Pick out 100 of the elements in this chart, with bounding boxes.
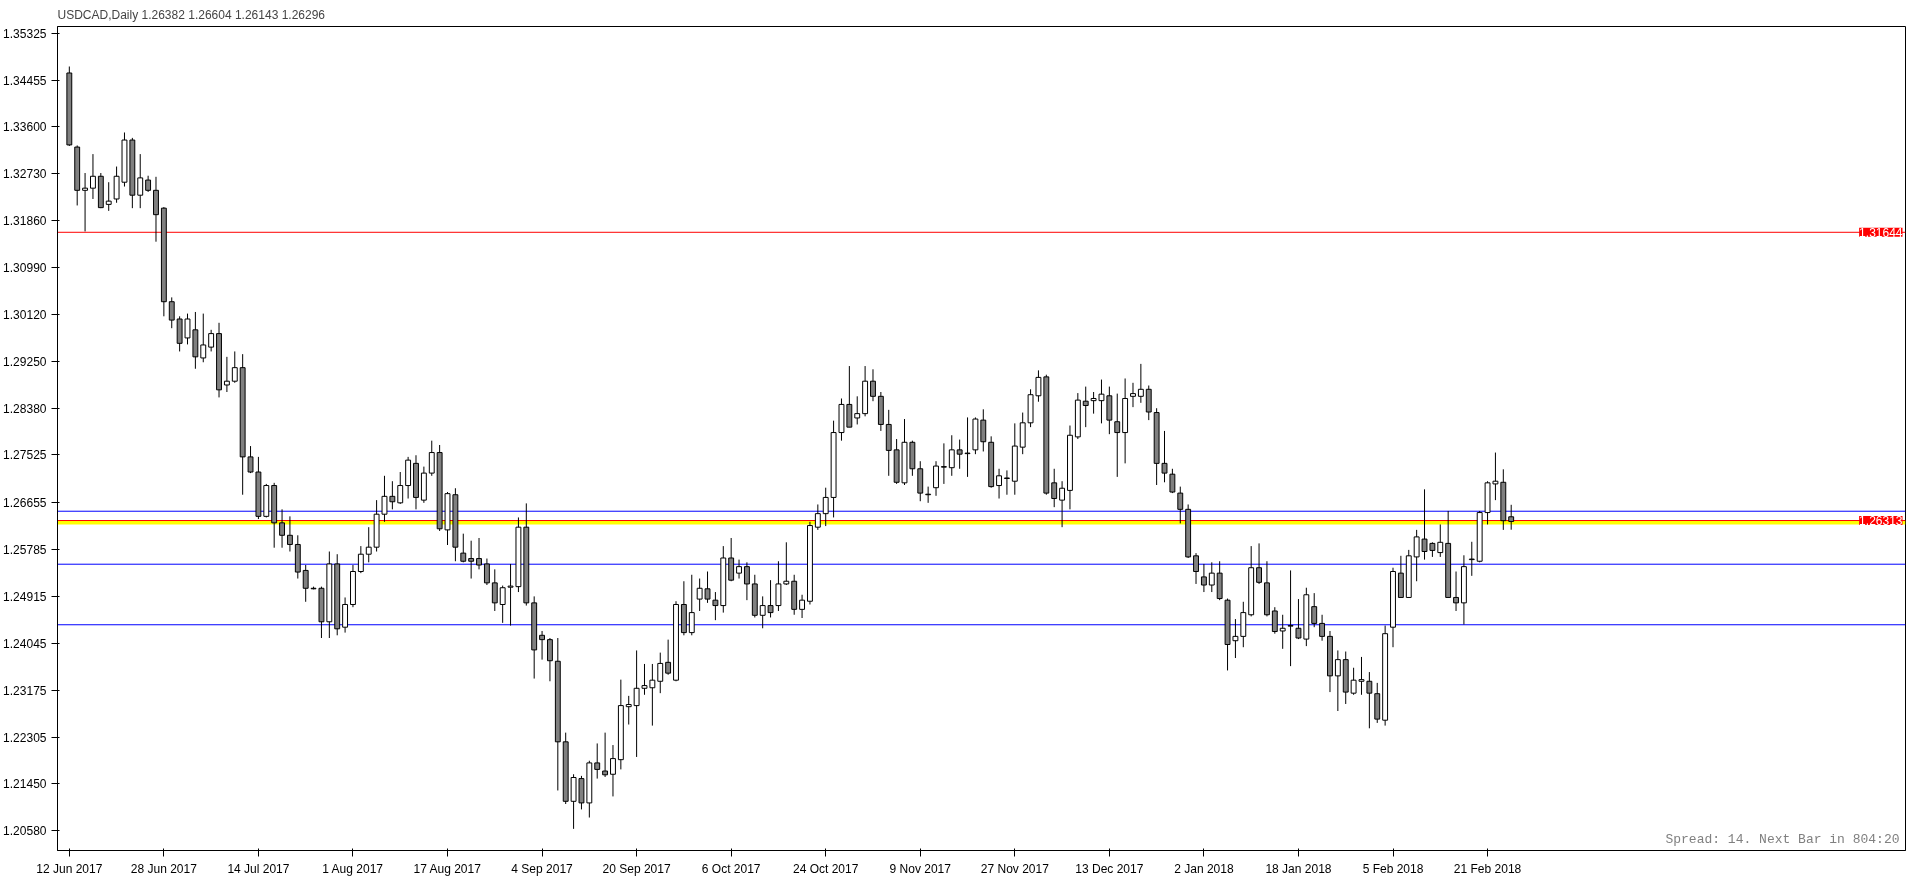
candlestick <box>1256 542 1262 585</box>
candlestick <box>728 537 735 582</box>
candlestick <box>499 585 506 624</box>
y-tick-label: 1.34455 <box>3 73 47 88</box>
x-tick-label: 20 Sep 2017 <box>602 861 671 876</box>
y-tick-label: 1.24915 <box>3 589 47 604</box>
candlestick <box>594 742 601 780</box>
candlestick <box>854 395 861 425</box>
y-tick-label: 1.20580 <box>3 823 47 838</box>
y-tick-label: 1.30990 <box>3 261 47 276</box>
candlestick <box>948 434 955 477</box>
candlestick <box>625 695 632 726</box>
candlestick <box>1453 571 1459 612</box>
candlestick <box>231 350 238 384</box>
candlestick <box>1051 468 1058 508</box>
candlestick <box>476 537 482 570</box>
candlestick <box>1200 563 1207 593</box>
candlestick <box>539 630 546 661</box>
candlestick <box>428 440 435 477</box>
x-tick-label: 21 Feb 2018 <box>1453 861 1522 876</box>
candlestick <box>1208 561 1215 593</box>
y-tick-label: 1.26655 <box>3 495 47 510</box>
x-tick-label: 13 Dec 2017 <box>1075 861 1144 876</box>
x-tick-label: 2 Jan 2018 <box>1174 861 1234 876</box>
candlestick <box>342 596 349 634</box>
candlestick <box>1059 480 1066 528</box>
candlestick <box>397 471 404 505</box>
candlestick <box>105 181 112 212</box>
candlestick <box>688 574 695 636</box>
candlestick <box>1287 569 1294 667</box>
candlestick <box>602 732 609 778</box>
candlestick <box>168 296 175 329</box>
candlestick <box>483 558 490 586</box>
candlestick <box>247 445 254 474</box>
x-tick-label: 1 Aug 2017 <box>322 861 384 876</box>
x-tick-label: 9 Nov 2017 <box>889 861 952 876</box>
candlestick <box>1508 504 1515 531</box>
y-tick-label: 1.21450 <box>3 776 47 791</box>
y-tick-label: 1.31860 <box>3 214 47 229</box>
candlestick <box>996 468 1002 500</box>
candlestick <box>1169 468 1176 494</box>
candlestick <box>200 313 207 363</box>
candlestick <box>547 637 553 682</box>
candlestick <box>1468 541 1475 577</box>
x-tick-label: 12 Jun 2017 <box>36 861 103 876</box>
candlestick <box>1003 469 1010 496</box>
candlestick <box>743 561 750 601</box>
y-tick-label: 1.22305 <box>3 730 47 745</box>
candlestick <box>223 356 230 393</box>
y-tick-label: 1.23175 <box>3 683 47 698</box>
candlestick <box>633 649 640 758</box>
candlestick <box>365 526 372 563</box>
candlestick <box>1279 614 1286 650</box>
x-tick-label: 28 Jun 2017 <box>130 861 198 876</box>
candlestick <box>1145 385 1152 421</box>
y-tick-label: 1.32730 <box>3 167 47 182</box>
x-tick-label: 17 Aug 2017 <box>413 861 482 876</box>
candlestick <box>286 515 293 552</box>
y-tick-label: 1.28380 <box>3 402 47 417</box>
candlestick <box>1137 363 1144 404</box>
y-tick-label: 1.25785 <box>3 542 47 557</box>
y-tick-label: 1.24045 <box>3 636 47 651</box>
ref-line-label: 1.31644 <box>1859 225 1903 240</box>
candlestick <box>1311 592 1318 628</box>
candlestick <box>665 639 672 676</box>
candlestick <box>712 591 719 621</box>
candlestick <box>870 368 876 402</box>
x-tick-label: 18 Jan 2018 <box>1265 861 1332 876</box>
candlestick <box>783 541 790 586</box>
candlestick <box>1082 386 1089 428</box>
candlestick <box>1193 552 1199 585</box>
candlestick <box>90 153 96 200</box>
chart-title: USDCAD,Daily 1.26382 1.26604 1.26143 1.26296 <box>57 7 326 22</box>
candlestick <box>1366 671 1373 729</box>
y-tick-label: 1.33600 <box>3 120 47 135</box>
candlestick <box>1437 523 1444 558</box>
x-tick-label: 5 Feb 2018 <box>1362 861 1424 876</box>
candlestick <box>1334 649 1341 712</box>
y-tick-label: 1.30120 <box>3 308 47 323</box>
x-tick-label: 6 Oct 2017 <box>701 861 761 876</box>
candlestick <box>940 442 947 485</box>
candlestick <box>1271 606 1278 635</box>
x-tick-label: 27 Nov 2017 <box>980 861 1050 876</box>
candlestick <box>736 559 742 580</box>
y-tick-label: 1.35325 <box>3 26 47 41</box>
candlestick <box>814 503 821 531</box>
candlestick <box>1177 486 1184 524</box>
y-tick-label: 1.27525 <box>3 448 47 463</box>
candlestick <box>1114 393 1121 478</box>
x-tick-label: 4 Sep 2017 <box>511 861 574 876</box>
candlestick <box>933 460 939 497</box>
text: Spread: 14. Next Bar in 804:20 <box>1665 831 1900 847</box>
x-tick-label: 14 Jul 2017 <box>227 861 290 876</box>
candlestick <box>82 172 89 232</box>
candlestick <box>208 329 215 352</box>
x-tick-label: 24 Oct 2017 <box>793 861 859 876</box>
candlestick <box>822 487 829 527</box>
candlestick <box>137 153 144 209</box>
candlestick <box>468 540 475 580</box>
candlestick <box>460 533 467 563</box>
